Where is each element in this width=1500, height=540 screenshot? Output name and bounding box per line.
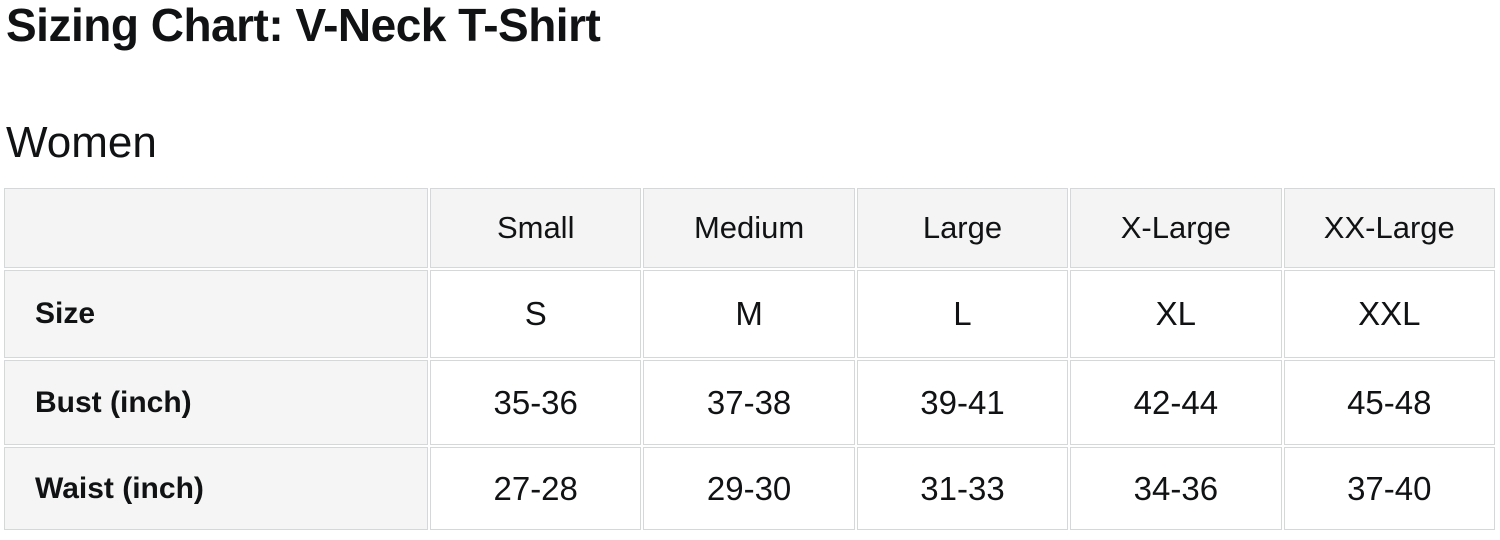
- table-row-waist: Waist (inch) 27-28 29-30 31-33 34-36 37-…: [4, 447, 1495, 531]
- table-cell: XL: [1070, 270, 1282, 359]
- corner-cell: [4, 188, 428, 269]
- column-header-xx-large: XX-Large: [1283, 188, 1495, 269]
- table-cell: 45-48: [1283, 360, 1495, 446]
- table-cell: 31-33: [856, 447, 1069, 531]
- table-cell: 29-30: [643, 447, 855, 531]
- row-label-waist: Waist (inch): [4, 447, 428, 531]
- table-cell: 42-44: [1070, 360, 1282, 446]
- table-cell: 34-36: [1070, 447, 1282, 531]
- table-cell: 37-40: [1283, 447, 1495, 531]
- table-cell: S: [430, 270, 642, 359]
- column-header-medium: Medium: [643, 188, 855, 269]
- sizing-table: Small Medium Large X-Large XX-Large Size…: [2, 186, 1497, 533]
- table-cell: M: [643, 270, 855, 359]
- table-cell: 37-38: [643, 360, 855, 446]
- column-header-large: Large: [856, 188, 1069, 269]
- row-label-bust: Bust (inch): [4, 360, 428, 446]
- row-label-size: Size: [4, 270, 428, 359]
- column-header-small: Small: [430, 188, 642, 269]
- table-cell: L: [856, 270, 1069, 359]
- table-cell: 39-41: [856, 360, 1069, 446]
- table-header-row: Small Medium Large X-Large XX-Large: [4, 188, 1495, 269]
- page-title: Sizing Chart: V-Neck T-Shirt: [6, 0, 601, 51]
- table-row-size: Size S M L XL XXL: [4, 270, 1495, 359]
- table-row-bust: Bust (inch) 35-36 37-38 39-41 42-44 45-4…: [4, 360, 1495, 446]
- table-cell: XXL: [1283, 270, 1495, 359]
- section-heading-women: Women: [6, 118, 157, 167]
- column-header-x-large: X-Large: [1070, 188, 1282, 269]
- table-cell: 35-36: [430, 360, 642, 446]
- table-cell: 27-28: [430, 447, 642, 531]
